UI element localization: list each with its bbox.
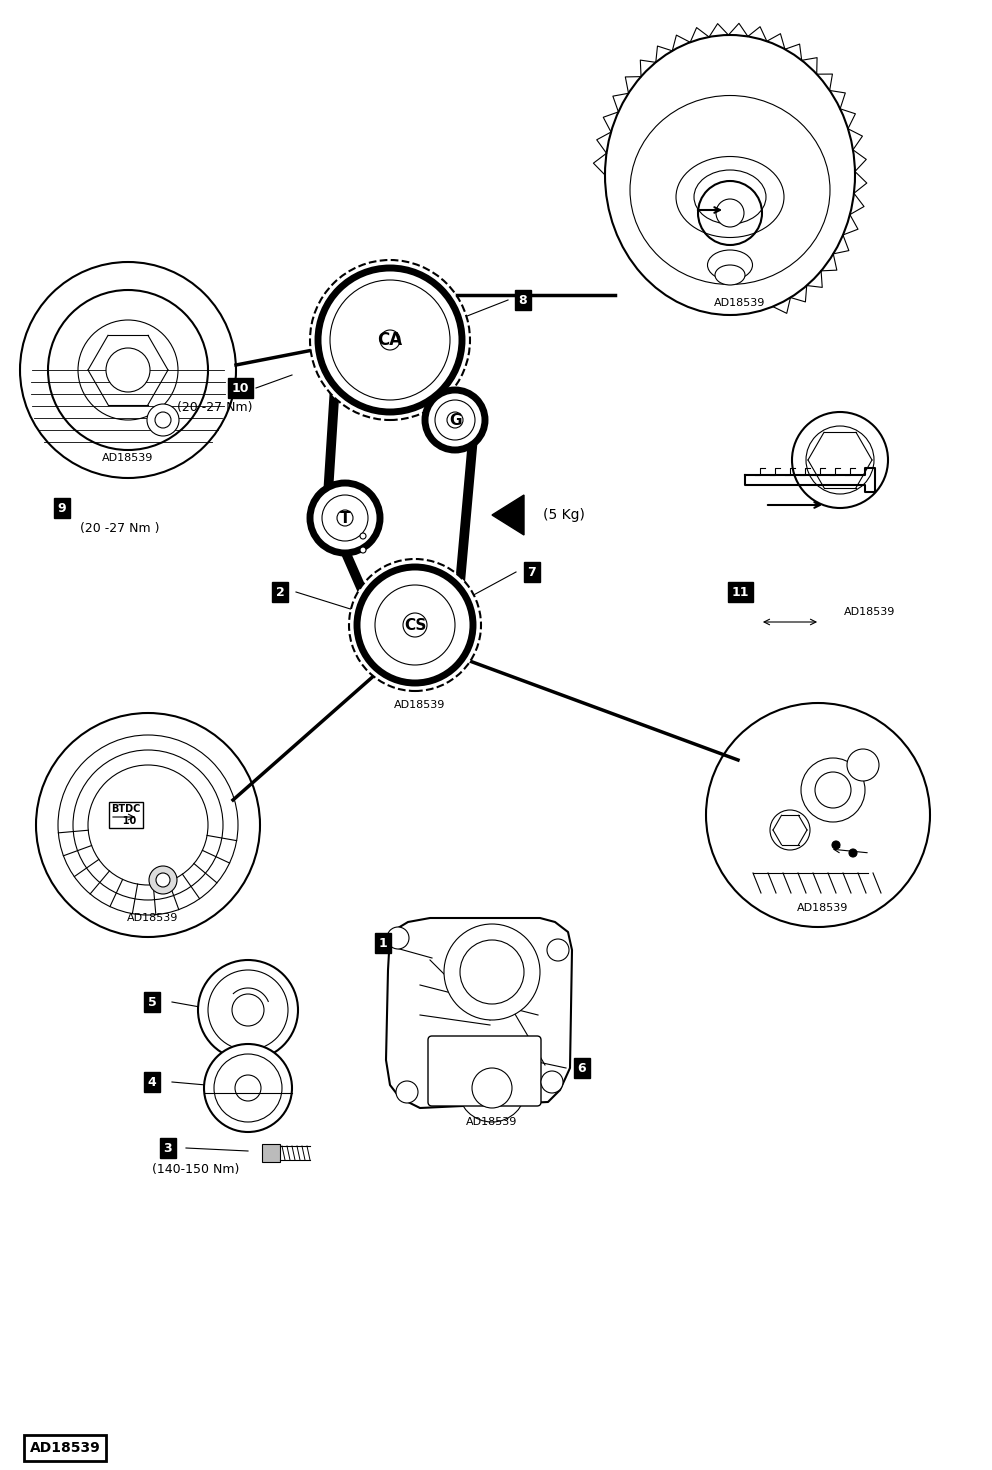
Polygon shape (492, 495, 524, 535)
Circle shape (318, 268, 462, 412)
Text: T: T (339, 510, 350, 525)
Circle shape (149, 866, 177, 894)
Circle shape (472, 1069, 512, 1108)
Circle shape (78, 320, 178, 420)
Text: 10: 10 (231, 382, 249, 394)
Circle shape (425, 390, 485, 450)
Text: 1: 1 (379, 936, 387, 950)
Circle shape (770, 810, 810, 850)
Circle shape (832, 841, 840, 850)
Text: CS: CS (404, 617, 427, 632)
Circle shape (792, 412, 888, 509)
FancyBboxPatch shape (428, 1036, 541, 1105)
Text: AD18539: AD18539 (102, 453, 154, 463)
Text: 5: 5 (148, 995, 157, 1008)
Circle shape (801, 759, 865, 822)
Circle shape (716, 198, 744, 226)
Text: CA: CA (377, 331, 403, 348)
Circle shape (447, 412, 463, 428)
Circle shape (349, 559, 481, 691)
Circle shape (36, 713, 260, 936)
Circle shape (214, 1054, 282, 1122)
Circle shape (387, 928, 409, 950)
Polygon shape (262, 1144, 280, 1161)
Text: 7: 7 (528, 566, 537, 579)
Text: (140-150 Nm): (140-150 Nm) (152, 1163, 239, 1176)
Text: AD18539: AD18539 (30, 1441, 101, 1455)
Circle shape (155, 412, 171, 428)
Text: (20 -27 Nm ): (20 -27 Nm ) (80, 522, 160, 535)
Circle shape (460, 939, 524, 1004)
Text: 4: 4 (148, 1076, 157, 1088)
Text: AD18539: AD18539 (798, 903, 849, 913)
Text: 8: 8 (519, 294, 528, 307)
Circle shape (444, 925, 540, 1020)
Circle shape (396, 1080, 418, 1102)
Circle shape (232, 994, 264, 1026)
Circle shape (156, 873, 170, 886)
Ellipse shape (707, 250, 753, 279)
Circle shape (458, 1054, 526, 1122)
Circle shape (147, 404, 179, 437)
Circle shape (204, 1044, 292, 1132)
Text: 2: 2 (276, 585, 285, 598)
Text: 9: 9 (58, 501, 66, 514)
Polygon shape (745, 467, 875, 492)
Polygon shape (386, 917, 572, 1108)
Text: AD18539: AD18539 (844, 607, 896, 617)
Circle shape (375, 585, 455, 664)
Text: G: G (448, 413, 461, 428)
Circle shape (815, 772, 851, 808)
Circle shape (541, 1072, 563, 1094)
Circle shape (310, 484, 380, 553)
Circle shape (849, 850, 857, 857)
Circle shape (310, 260, 470, 420)
Circle shape (706, 703, 930, 928)
Circle shape (48, 290, 208, 450)
Circle shape (435, 400, 475, 440)
Ellipse shape (715, 265, 745, 285)
Text: (5 Kg): (5 Kg) (543, 509, 585, 522)
Circle shape (20, 262, 236, 478)
Circle shape (380, 329, 400, 350)
Circle shape (806, 426, 874, 494)
Text: BTDC
  10: BTDC 10 (111, 804, 141, 826)
Circle shape (847, 750, 879, 781)
Circle shape (330, 279, 450, 400)
Ellipse shape (605, 35, 855, 315)
Text: 11: 11 (731, 585, 749, 598)
Circle shape (208, 970, 288, 1050)
Circle shape (337, 510, 353, 526)
Circle shape (698, 181, 762, 245)
Text: AD18539: AD18539 (714, 298, 766, 309)
Ellipse shape (630, 96, 830, 285)
Circle shape (235, 1075, 261, 1101)
Circle shape (357, 567, 473, 684)
Circle shape (198, 960, 298, 1060)
Text: 3: 3 (164, 1142, 173, 1154)
Circle shape (403, 613, 427, 637)
Circle shape (106, 348, 150, 392)
Text: AD18539: AD18539 (466, 1117, 518, 1127)
Circle shape (322, 495, 368, 541)
Text: AD18539: AD18539 (127, 913, 179, 923)
Circle shape (360, 547, 366, 553)
Text: AD18539: AD18539 (394, 700, 445, 710)
Text: 6: 6 (577, 1061, 586, 1075)
Circle shape (360, 534, 366, 539)
Text: (20 -27 Nm): (20 -27 Nm) (178, 400, 253, 413)
Circle shape (547, 939, 569, 961)
